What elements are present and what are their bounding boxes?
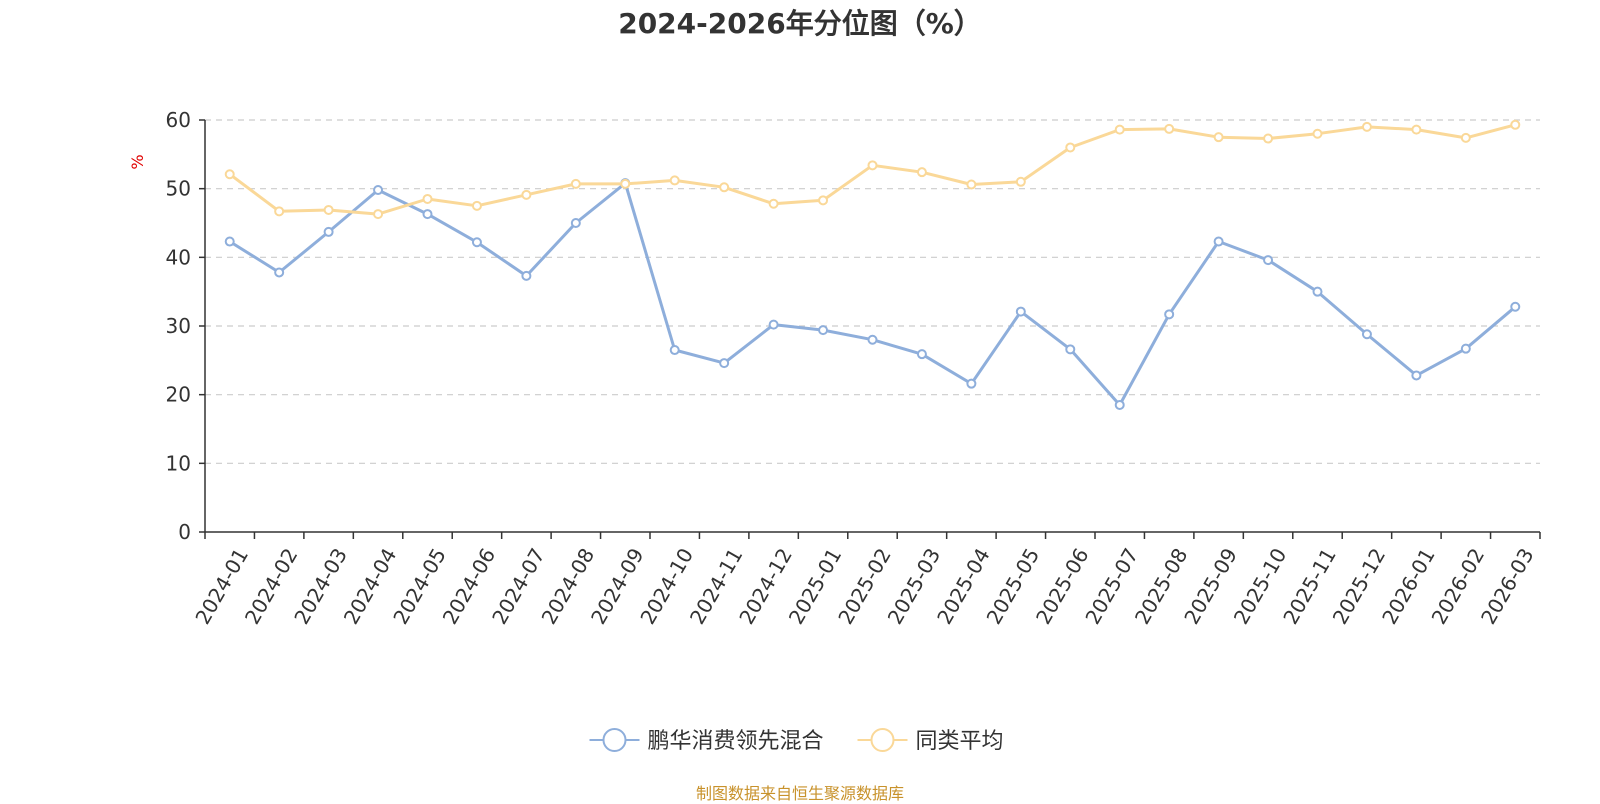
data-source-note: 制图数据来自恒生聚源数据库 <box>695 784 904 803</box>
x-tick-labels: 2024-012024-022024-032024-042024-052024-… <box>190 544 1538 628</box>
data-point <box>1015 176 1026 187</box>
data-point <box>669 175 680 186</box>
data-point <box>768 319 779 330</box>
data-point <box>1263 255 1274 266</box>
data-point <box>1015 306 1026 317</box>
data-point <box>1263 133 1274 144</box>
y-tick-label: 10 <box>166 451 191 475</box>
data-point <box>719 358 730 369</box>
series-line-0 <box>228 181 1517 407</box>
data-point <box>1065 344 1076 355</box>
axes <box>199 119 1541 539</box>
data-point <box>1312 128 1323 139</box>
data-point <box>323 204 334 215</box>
data-point <box>1510 119 1521 130</box>
legend-item-0[interactable]: 鹏华消费领先混合 <box>589 728 824 754</box>
legend-marker <box>602 728 627 752</box>
data-point <box>916 349 927 360</box>
data-point <box>1065 142 1076 153</box>
data-point <box>966 378 977 389</box>
data-point <box>471 237 482 248</box>
data-point <box>867 334 878 345</box>
data-point <box>1361 121 1372 132</box>
data-point <box>422 193 433 204</box>
data-point <box>1213 132 1224 143</box>
data-point <box>1460 132 1471 143</box>
data-point <box>224 236 235 247</box>
data-point <box>620 178 631 189</box>
y-tick-label: 30 <box>166 314 191 338</box>
data-point <box>1114 399 1125 410</box>
data-point <box>1460 343 1471 354</box>
chart-title: 2024-2026年分位图（%） <box>618 7 982 40</box>
legend: 鹏华消费领先混合 同类平均 <box>589 728 1004 754</box>
data-point <box>1114 124 1125 135</box>
y-tick-label: 60 <box>166 108 191 132</box>
data-point <box>966 179 977 190</box>
data-point <box>1510 301 1521 312</box>
y-tick-label: 20 <box>166 383 191 407</box>
data-point <box>373 209 384 220</box>
data-point <box>1312 286 1323 297</box>
y-tick-label: 40 <box>166 245 191 269</box>
data-point <box>867 160 878 171</box>
data-point <box>521 189 532 200</box>
data-point <box>274 206 285 217</box>
data-point <box>224 169 235 180</box>
data-point <box>719 182 730 193</box>
y-axis-unit: % <box>128 154 147 169</box>
data-point <box>1213 236 1224 247</box>
data-point <box>1411 370 1422 381</box>
data-point <box>471 200 482 211</box>
data-point <box>916 167 927 178</box>
data-point <box>1164 309 1175 320</box>
series-lines <box>224 119 1521 410</box>
y-tick-label: 0 <box>178 520 191 544</box>
data-point <box>768 198 779 209</box>
data-point <box>1361 329 1372 340</box>
data-point <box>422 209 433 220</box>
data-point <box>1164 123 1175 134</box>
data-point <box>570 218 581 228</box>
y-tick-labels: 0 10 20 30 40 50 60 <box>166 108 191 544</box>
data-point <box>570 178 581 189</box>
data-point <box>373 185 384 196</box>
y-tick-label: 50 <box>166 177 191 201</box>
legend-label: 同类平均 <box>916 729 1004 754</box>
data-point <box>669 345 680 356</box>
data-point <box>818 195 829 206</box>
legend-marker <box>870 728 895 752</box>
data-point <box>1411 124 1422 135</box>
data-point <box>274 267 285 278</box>
grid-lines <box>205 119 1540 464</box>
legend-item-1[interactable]: 同类平均 <box>857 728 1004 754</box>
legend-label: 鹏华消费领先混合 <box>648 729 824 754</box>
data-point <box>818 325 829 336</box>
data-point <box>323 226 334 237</box>
data-point <box>521 270 532 281</box>
